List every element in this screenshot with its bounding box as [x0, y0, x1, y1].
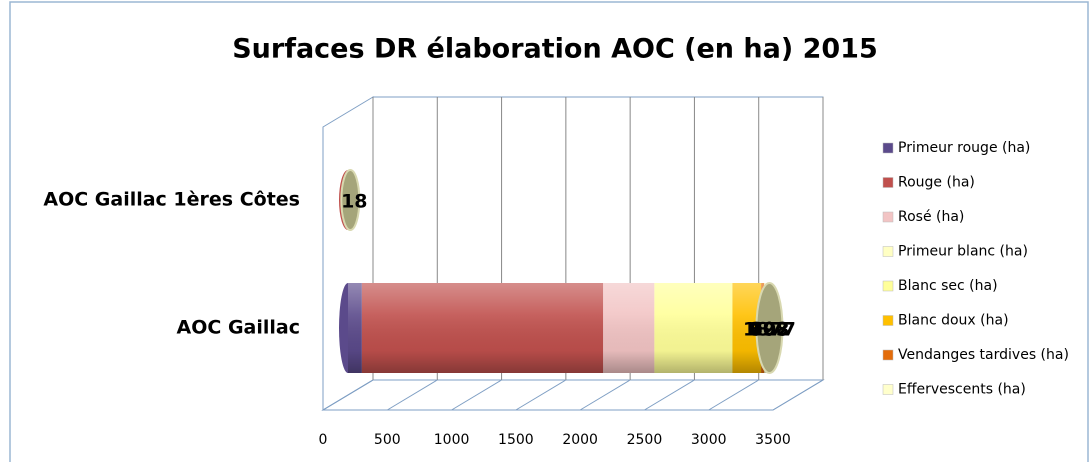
x-tick-label: 3000 — [691, 432, 727, 448]
floor-grid-line — [322, 379, 374, 411]
data-label: 223 — [750, 319, 790, 341]
legend-label: Blanc doux (ha) — [898, 313, 1009, 329]
floor-grid-line — [515, 379, 567, 411]
x-tick-label: 1500 — [498, 432, 534, 448]
category-label: AOC Gaillac — [177, 317, 300, 339]
legend-swatch — [882, 211, 894, 223]
bar-end-cap — [340, 169, 361, 231]
x-tick-label: 500 — [374, 432, 401, 448]
bar-shade — [348, 283, 770, 373]
floor-grid-line — [708, 379, 759, 411]
floor-grid-line — [451, 379, 502, 411]
data-label: 398 — [750, 319, 790, 341]
legend-swatch — [882, 246, 894, 257]
x-tick-label: 2500 — [627, 432, 663, 448]
x-tick-label: 1000 — [434, 432, 470, 448]
legend-swatch — [882, 142, 894, 154]
legend-label: Rosé (ha) — [898, 209, 964, 225]
bar-end-cap — [755, 282, 784, 374]
data-label: 18 — [341, 191, 367, 213]
legend-swatch — [882, 177, 894, 188]
x-tick-label: 3500 — [755, 432, 791, 448]
x-tick-label: 2000 — [562, 432, 598, 448]
floor-grid-line — [387, 379, 438, 411]
legend-swatch — [882, 384, 894, 395]
legend-label: Primeur rouge (ha) — [898, 140, 1030, 156]
legend-label: Blanc sec (ha) — [898, 278, 998, 294]
legend-label: Primeur blanc (ha) — [898, 244, 1028, 260]
category-label: AOC Gaillac 1ères Côtes — [43, 189, 300, 211]
data-label: 108 — [750, 319, 790, 341]
legend-swatch — [882, 280, 894, 292]
legend-label: Effervescents (ha) — [898, 382, 1026, 398]
chart-frame — [9, 1, 1089, 462]
legend-label: Vendanges tardives (ha) — [898, 347, 1069, 363]
floor-grid-line — [772, 379, 824, 411]
x-tick-label: 0 — [319, 432, 328, 448]
legend-label: Rouge (ha) — [898, 175, 975, 191]
data-label: 1877 — [743, 319, 796, 341]
floor-grid-line — [644, 379, 695, 411]
legend-swatch — [882, 349, 894, 361]
floor-grid-line — [579, 379, 631, 411]
chart-title: Surfaces DR élaboration AOC (en ha) 2015 — [232, 34, 878, 65]
data-label: 607 — [750, 319, 790, 341]
legend-swatch — [882, 315, 894, 326]
